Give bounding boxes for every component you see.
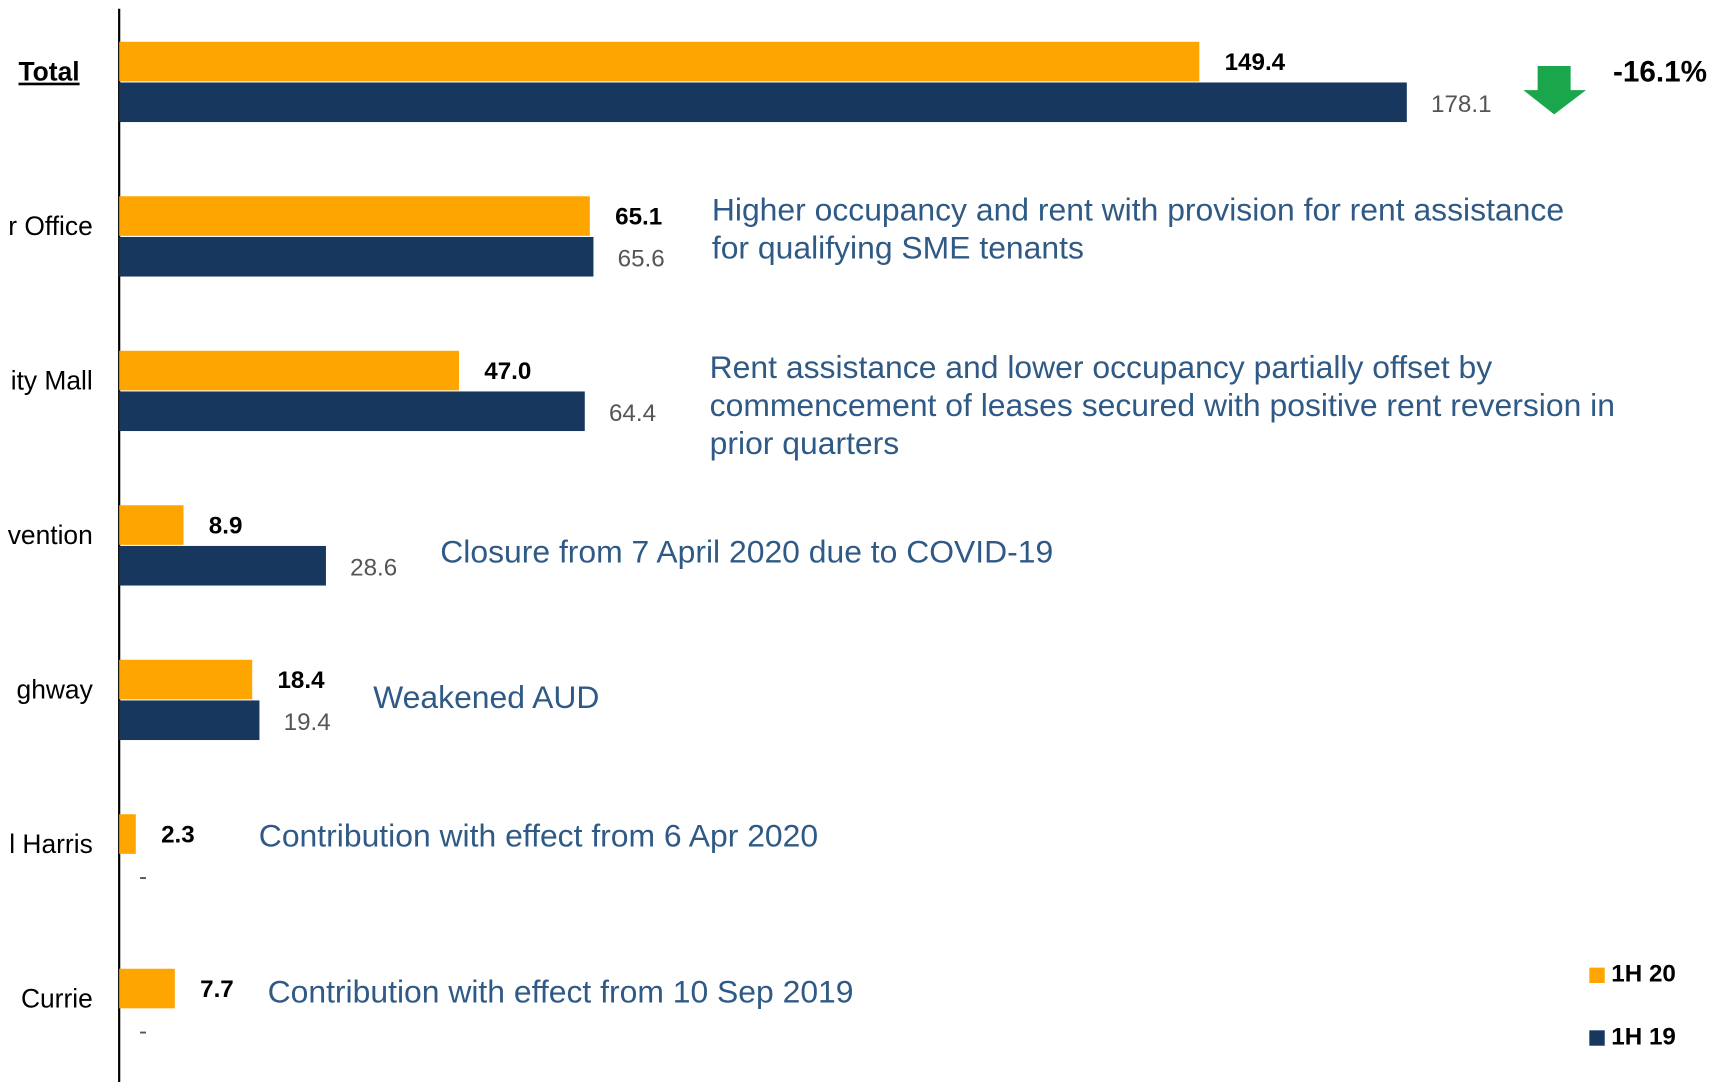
- bar: [119, 41, 1200, 82]
- annotation: Contribution with effect from 6 Apr 2020: [259, 817, 818, 853]
- down-arrow: [1523, 65, 1587, 115]
- legend-label: 1H 20: [1611, 961, 1676, 988]
- annotation: commencement of leases secured with posi…: [710, 387, 1615, 423]
- bar: [119, 505, 184, 545]
- legend-swatch: [1589, 1030, 1605, 1046]
- category-label: l Harris: [9, 829, 93, 859]
- value-label: 28.6: [350, 554, 397, 581]
- value-label: 65.6: [618, 245, 665, 272]
- bar: [119, 350, 459, 391]
- category-label: vention: [8, 520, 93, 550]
- annotation: for qualifying SME tenants: [712, 230, 1084, 266]
- value-label: 18.4: [277, 667, 325, 694]
- category-label: Currie: [21, 984, 93, 1014]
- annotation: Higher occupancy and rent with provision…: [712, 192, 1564, 228]
- value-label: 149.4: [1225, 49, 1286, 76]
- annotation: Rent assistance and lower occupancy part…: [710, 349, 1493, 385]
- bar: [119, 82, 1407, 123]
- bar: [119, 391, 585, 432]
- value-label: 19.4: [284, 709, 331, 736]
- bar: [119, 236, 594, 277]
- bar: [119, 196, 590, 236]
- category-label: r Office: [8, 211, 93, 241]
- value-label: -: [139, 1018, 147, 1045]
- value-label: 2.3: [161, 822, 195, 849]
- bar: [119, 814, 136, 854]
- bar: [119, 545, 326, 586]
- value-label: 178.1: [1431, 91, 1492, 118]
- value-label: -: [139, 863, 147, 890]
- legend-swatch: [1589, 967, 1605, 984]
- category-label: ity Mall: [11, 366, 93, 396]
- bar: [119, 659, 253, 700]
- annotation: Weakened AUD: [373, 679, 599, 715]
- annotation: Contribution with effect from 10 Sep 201…: [268, 973, 854, 1009]
- annotation: Closure from 7 April 2020 due to COVID-1…: [440, 534, 1053, 570]
- total-change: -16.1%: [1613, 56, 1707, 89]
- annotation: prior quarters: [710, 425, 900, 461]
- value-label: 64.4: [609, 400, 656, 427]
- value-label: 7.7: [200, 976, 234, 1003]
- category-label: ghway: [17, 675, 94, 705]
- value-label: 65.1: [615, 204, 662, 231]
- bar: [119, 968, 175, 1009]
- bar: [119, 700, 260, 741]
- value-label: 8.9: [209, 513, 243, 540]
- category-label: Total: [19, 57, 80, 87]
- value-label: 47.0: [484, 358, 531, 385]
- legend-label: 1H 19: [1611, 1023, 1676, 1050]
